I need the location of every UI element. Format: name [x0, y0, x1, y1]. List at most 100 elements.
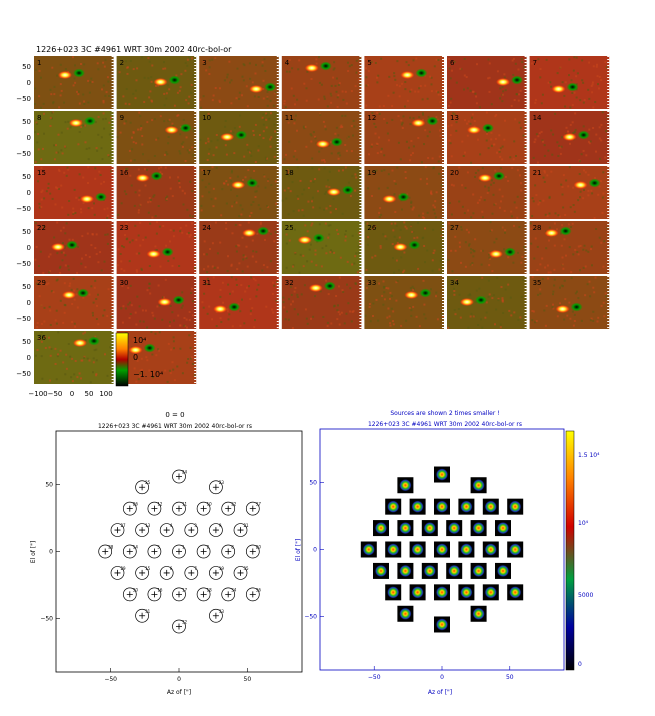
noise-pixel	[469, 263, 472, 266]
noise-pixel	[312, 131, 315, 134]
noise-pixel	[455, 81, 458, 84]
noise-pixel	[171, 122, 174, 125]
panel-y-tick-label: 50	[22, 173, 31, 181]
noise-pixel	[49, 309, 52, 312]
noise-pixel	[142, 239, 145, 241]
noise-pixel	[430, 90, 433, 93]
noise-pixel	[71, 321, 74, 323]
tile-source	[387, 543, 400, 556]
noise-pixel	[255, 250, 258, 253]
noise-pixel	[215, 166, 218, 169]
noise-pixel	[256, 288, 259, 291]
noise-pixel	[326, 321, 329, 324]
noise-pixel	[494, 115, 497, 118]
y-tick-label: 0	[49, 549, 53, 556]
noise-pixel	[603, 315, 606, 318]
noise-pixel	[371, 112, 374, 114]
noise-pixel	[319, 113, 322, 116]
noise-pixel	[496, 70, 499, 73]
noise-pixel	[299, 179, 302, 182]
noise-pixel	[149, 222, 152, 225]
beam-circle	[147, 587, 162, 602]
noise-pixel	[325, 207, 328, 210]
pointing-position-21: 21	[233, 523, 249, 537]
noise-pixel	[318, 81, 321, 84]
noise-pixel	[488, 256, 491, 259]
noise-pixel	[69, 355, 72, 358]
pointing-id-label: 33	[219, 609, 225, 614]
noise-pixel	[595, 150, 597, 153]
noise-pixel	[410, 200, 413, 203]
noise-pixel	[483, 199, 486, 202]
noise-pixel	[139, 320, 142, 323]
noise-pixel	[392, 257, 394, 260]
noise-pixel	[412, 145, 415, 148]
center-cross	[237, 527, 244, 534]
noise-pixel	[323, 97, 326, 100]
noise-pixel	[455, 117, 458, 120]
negative-source	[88, 336, 100, 346]
noise-pixel	[141, 56, 143, 59]
noise-pixel	[401, 127, 404, 129]
noise-pixel	[338, 313, 341, 316]
noise-pixel	[501, 145, 504, 148]
noise-pixel	[384, 235, 387, 238]
noise-pixel	[53, 236, 56, 239]
noise-pixel	[574, 248, 577, 251]
noise-pixel	[489, 257, 492, 260]
noise-pixel	[587, 88, 590, 91]
center-cross	[126, 591, 133, 598]
noise-pixel	[80, 126, 83, 128]
noise-pixel	[138, 305, 141, 308]
noise-pixel	[357, 71, 360, 74]
panel-5: 5	[364, 56, 444, 109]
noise-pixel	[121, 284, 124, 287]
noise-pixel	[262, 130, 265, 133]
panel-x-tick-label: 0	[70, 390, 74, 398]
noise-pixel	[136, 270, 138, 273]
panel-number-label: 19	[367, 169, 376, 177]
noise-pixel	[440, 183, 443, 186]
noise-pixel	[333, 61, 336, 64]
noise-pixel	[49, 270, 52, 273]
panel-number-label: 14	[533, 114, 542, 122]
beam-circle	[122, 544, 137, 559]
noise-pixel	[252, 250, 255, 253]
pointing-id-label: 23	[219, 480, 225, 485]
noise-pixel	[323, 192, 326, 195]
noise-pixel	[293, 118, 296, 121]
noise-pixel	[463, 212, 466, 215]
pointing-position-1: 1	[172, 545, 186, 559]
noise-pixel	[587, 189, 590, 192]
noise-pixel	[239, 204, 242, 207]
noise-pixel	[336, 106, 339, 108]
noise-pixel	[577, 199, 580, 202]
noise-pixel	[467, 120, 470, 123]
noise-pixel	[129, 121, 132, 124]
noise-pixel	[251, 255, 254, 258]
noise-pixel	[350, 90, 353, 93]
pointing-id-label: 29	[121, 566, 127, 571]
noise-pixel	[255, 260, 258, 263]
source-tile-18	[458, 584, 475, 601]
noise-pixel	[578, 173, 581, 175]
noise-pixel	[155, 138, 158, 141]
panel-24: 24	[199, 221, 279, 274]
noise-pixel	[177, 176, 180, 179]
noise-pixel	[539, 68, 542, 70]
pointing-id-label: 32	[182, 619, 188, 624]
noise-pixel	[140, 124, 143, 127]
noise-pixel	[261, 269, 264, 272]
noise-pixel	[438, 268, 441, 271]
noise-pixel	[314, 178, 316, 180]
noise-pixel	[594, 276, 597, 279]
noise-pixel	[491, 270, 494, 273]
noise-pixel	[469, 315, 472, 318]
noise-pixel	[96, 62, 99, 65]
noise-pixel	[235, 278, 238, 281]
center-cross	[188, 569, 195, 576]
panel-number-label: 35	[533, 279, 542, 287]
noise-pixel	[519, 89, 522, 92]
noise-pixel	[517, 319, 520, 321]
beam-circle	[245, 544, 260, 559]
